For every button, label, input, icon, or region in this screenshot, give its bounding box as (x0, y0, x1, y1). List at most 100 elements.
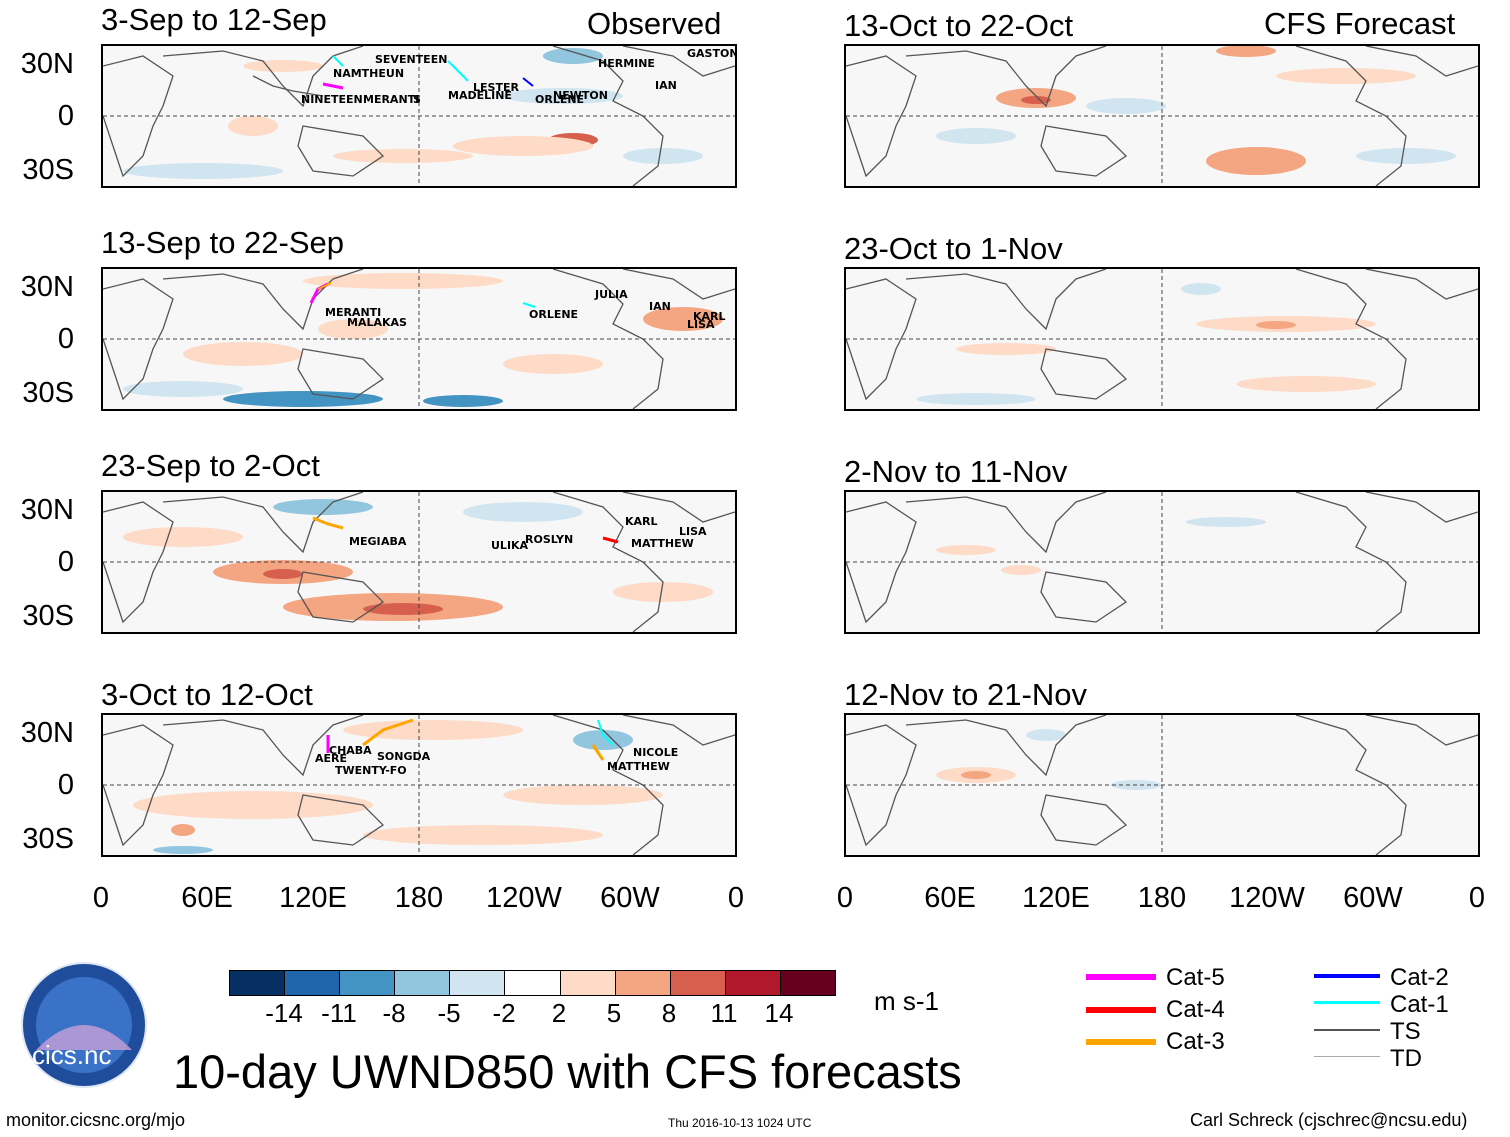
observed-header: Observed (587, 6, 722, 41)
storm-label: LISA (687, 318, 715, 331)
storm-label: ROSLYN (525, 533, 574, 546)
observed-panel-4: CHABA AERE SONGDA TWENTY-FO NICOLE MATTH… (101, 713, 737, 857)
coastlines (846, 715, 1478, 855)
storm-label: TWENTY-FO (335, 764, 407, 777)
x-tick-label: 0 (836, 882, 854, 914)
legend-line-cat5 (1086, 974, 1156, 980)
coastlines (846, 46, 1478, 186)
y-tick-label: 0 (57, 323, 74, 355)
colorbar-swatch (505, 971, 561, 995)
legend-line-cat1 (1314, 1001, 1380, 1004)
colorbar-tick: 2 (551, 998, 567, 1028)
footer-author: Carl Schreck (cjschrec@ncsu.edu) (1190, 1110, 1468, 1130)
coastlines (103, 492, 735, 632)
y-tick-label: 30S (22, 823, 74, 855)
legend-label: TD (1390, 1045, 1422, 1072)
globe-icon (21, 962, 147, 1088)
legend-line-cat4 (1086, 1007, 1156, 1013)
storm-label: IAN (655, 79, 677, 92)
forecast-panel-4-label: 12-Nov to 21-Nov (844, 677, 1087, 712)
y-tick-label: 30N (20, 717, 74, 749)
observed-panel-3-label: 23-Sep to 2-Oct (101, 448, 320, 483)
storm-label: NINETEEN (301, 93, 363, 106)
storm-label: LESTER (473, 81, 519, 94)
observed-panel-2-label: 13-Sep to 22-Sep (101, 225, 345, 260)
storm-label: S (413, 93, 421, 106)
y-tick-label: 0 (57, 100, 74, 132)
forecast-panel-3-label: 2-Nov to 11-Nov (844, 454, 1068, 489)
wind-anomaly-field (936, 46, 1456, 175)
colorbar-tick: -8 (382, 998, 406, 1028)
colorbar-swatch (615, 971, 671, 995)
y-tick-label: 0 (57, 769, 74, 801)
coastlines (103, 46, 735, 186)
observed-panel-1: SEVENTEEN NAMTHEUN NINETEEN MERANTI S MA… (101, 44, 737, 188)
storm-label: JULIA (595, 288, 628, 301)
storm-label: ULIKA (491, 539, 529, 552)
storm-label: NAMTHEUN (333, 67, 405, 80)
storm-label: MERANTI (363, 93, 420, 106)
x-tick-label: 0 (727, 882, 745, 914)
storm-label: ORLENE (529, 308, 579, 321)
colorbar-tick: -14 (265, 998, 303, 1028)
coastlines (103, 715, 735, 855)
storm-tracks (312, 516, 619, 544)
y-tick-label: 30S (22, 377, 74, 409)
x-tick-label: 120E (279, 882, 347, 914)
storm-label: AERE (315, 752, 348, 765)
storm-label: ABA (381, 535, 407, 548)
legend-line-td (1314, 1056, 1380, 1057)
legend-label: Cat-1 (1390, 991, 1449, 1018)
storm-label: MERANTI (325, 306, 382, 319)
wind-anomaly-field (133, 720, 663, 854)
legend-label: Cat-3 (1166, 1028, 1225, 1055)
wind-anomaly-field (936, 729, 1161, 790)
observed-panel-4-label: 3-Oct to 12-Oct (101, 677, 313, 712)
x-tick-label: 180 (394, 882, 444, 914)
coastlines (846, 269, 1478, 409)
storm-label: HERMINE (598, 57, 655, 70)
y-tick-label: 0 (57, 546, 74, 578)
colorbar-tick: 11 (710, 998, 738, 1028)
coastlines (846, 492, 1478, 632)
legend-label: Cat-2 (1390, 964, 1449, 991)
colorbar-units: m s-1 (874, 986, 939, 1016)
x-tick-label: 60E (181, 882, 233, 914)
footer-url: monitor.cicsnc.org/mjo (6, 1110, 186, 1130)
x-tick-label: 120E (1022, 882, 1090, 914)
forecast-panel-2 (844, 267, 1480, 411)
legend-line-cat2 (1314, 974, 1380, 978)
storm-label: MADELINE (448, 89, 512, 102)
cics-logo: cics.nc (10, 960, 158, 1090)
colorbar-swatch (285, 971, 341, 995)
colorbar-swatch (450, 971, 506, 995)
y-tick-label: 30N (20, 271, 74, 303)
footer-timestamp: Thu 2016-10-13 1024 UTC (668, 1116, 812, 1130)
x-tick-label: 60E (924, 882, 976, 914)
storm-label: IAN (649, 300, 671, 313)
forecast-panel-1-label: 13-Oct to 22-Oct (844, 8, 1074, 43)
colorbar-swatch (395, 971, 451, 995)
colorbar-swatch (560, 971, 616, 995)
colorbar-tick: 14 (764, 998, 794, 1028)
colorbar (229, 970, 836, 996)
storm-label: KARL (693, 310, 726, 323)
storm-label: ORLENE (535, 93, 585, 106)
colorbar-tick: 5 (606, 998, 622, 1028)
colorbar-swatch (670, 971, 726, 995)
forecast-panel-3 (844, 490, 1480, 634)
x-tick-label: 120W (486, 882, 562, 914)
observed-panel-3: MEGI ABA ULIKA ROSLYN KARL MATTHEW LISA (101, 490, 737, 634)
storm-label: SONGDA (377, 750, 431, 763)
forecast-panel-1 (844, 44, 1480, 188)
forecast-panel-2-label: 23-Oct to 1-Nov (844, 231, 1063, 266)
observed-panel-2: MERANTI MALAKAS ORLENE JULIA IAN KARL LI… (101, 267, 737, 411)
storm-label: CHABA (329, 744, 372, 757)
wind-anomaly-field (936, 517, 1266, 575)
x-tick-label: 60W (1343, 882, 1403, 914)
storm-label: SEVENTEEN (375, 53, 448, 66)
x-tick-label: 120W (1229, 882, 1305, 914)
y-tick-label: 30S (22, 600, 74, 632)
colorbar-tick: 8 (661, 998, 677, 1028)
storm-tracks (326, 718, 614, 761)
